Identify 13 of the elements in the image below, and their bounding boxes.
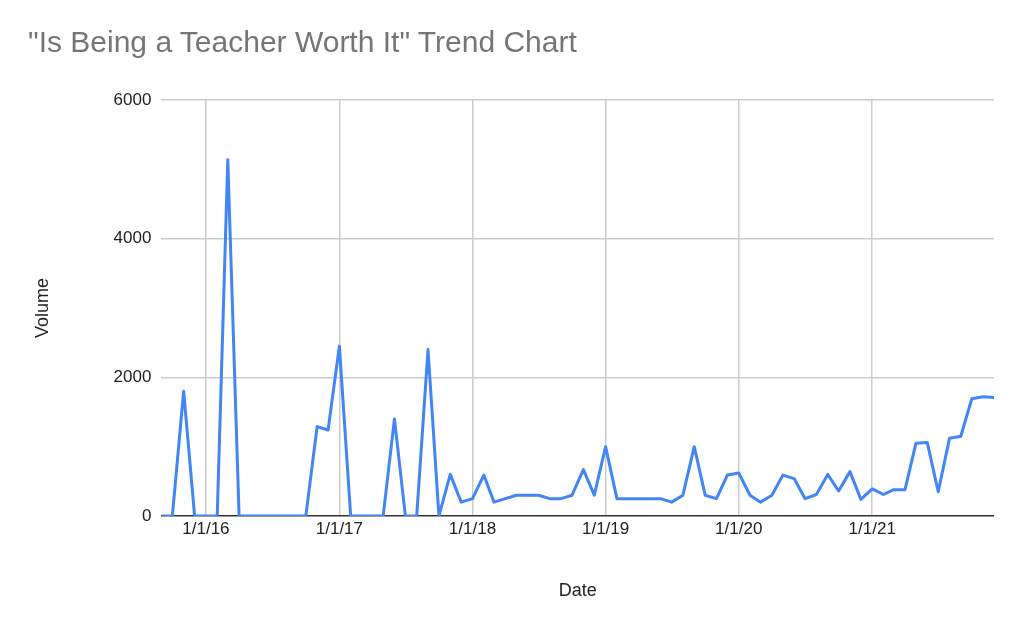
x-tick-label: 1/1/18 — [448, 518, 497, 538]
x-tick-label: 1/1/20 — [715, 518, 763, 538]
chart-title: "Is Being a Teacher Worth It" Trend Chart — [28, 25, 578, 59]
x-tick-label: 1/1/19 — [581, 518, 630, 538]
x-axis-title: Date — [558, 580, 597, 601]
y-tick-label: 2000 — [113, 367, 152, 387]
y-tick-label: 6000 — [113, 89, 152, 109]
y-axis-title: Volume — [31, 277, 52, 339]
x-tick-label: 1/1/21 — [848, 518, 896, 538]
x-tick-label: 1/1/17 — [315, 518, 364, 538]
x-tick-label: 1/1/16 — [182, 518, 230, 538]
y-tick-label: 0 — [141, 505, 152, 525]
y-tick-label: 4000 — [113, 228, 152, 248]
